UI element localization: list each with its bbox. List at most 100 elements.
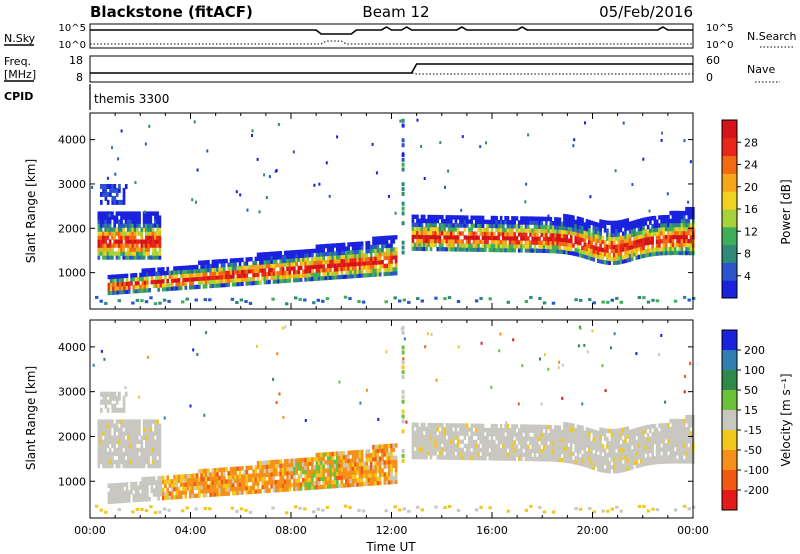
velocity-cell-3473 (578, 445, 582, 450)
power-cell-4580 (687, 298, 691, 302)
velocity-cell-2111 (374, 477, 378, 482)
power-cell-2144 (376, 236, 380, 241)
power-cell-1838 (336, 247, 339, 252)
velocity-cell-1387 (270, 484, 274, 489)
velocity-cell-1217 (238, 474, 242, 479)
power-cell-3202 (542, 216, 546, 222)
velocity-cell-3575 (592, 465, 596, 471)
power-cell-1466 (281, 262, 285, 268)
velocity-cell-4551 (578, 507, 583, 511)
power-cell-2074 (369, 272, 373, 278)
velocity-cell-695 (130, 481, 133, 487)
velocity-cell-85 (104, 431, 107, 436)
power-cell-226 (120, 223, 123, 228)
power-cell-288 (126, 227, 130, 232)
velocity-cell-1499 (286, 463, 289, 468)
velocity-cell-4297 (678, 430, 682, 436)
power-cell-2600 (454, 219, 458, 224)
power-cell-62 (102, 219, 105, 224)
velocity-cell-3837 (624, 467, 627, 472)
velocity-cell-3049 (522, 452, 526, 458)
velocity-cell-2407 (427, 430, 431, 436)
velocity-cell-4621 (424, 345, 427, 349)
power-cell-848 (168, 282, 172, 287)
power-cell-3558 (590, 256, 593, 261)
velocity-cell-1811 (333, 479, 337, 485)
velocity-cell-1703 (317, 464, 321, 470)
velocity-cell-1213 (238, 482, 242, 487)
power-cell-2532 (445, 223, 449, 228)
velocity-cell-2183 (383, 472, 387, 477)
power-cell-3316 (558, 229, 562, 234)
velocity-cell-655 (118, 482, 122, 488)
power-cell-2082 (369, 256, 373, 262)
power-cell-2190 (383, 239, 387, 245)
velocity-cell-4593 (405, 420, 408, 424)
power-cell-3286 (554, 217, 557, 222)
velocity-cell-3681 (603, 428, 607, 433)
power-cell-662 (121, 277, 124, 283)
power-cell-4806 (401, 206, 405, 211)
power-cell-600 (107, 286, 111, 292)
velocity-cell-4033 (646, 449, 650, 454)
power-cell-3648 (599, 219, 602, 224)
power-cell-4758 (111, 195, 115, 201)
velocity-cell-475 (147, 451, 150, 457)
velocity-cell-2621 (459, 455, 462, 461)
power-cell-1340 (261, 252, 265, 257)
power-cell-86 (104, 219, 107, 224)
power-cell-3952 (637, 254, 641, 260)
velocity-cell-2459 (434, 427, 437, 432)
velocity-cell-2023 (360, 461, 364, 467)
power-cell-1296 (254, 264, 258, 270)
velocity-cell-1229 (241, 478, 244, 483)
power-cell-1464 (281, 266, 285, 272)
power-cell-938 (189, 281, 192, 286)
velocity-cell-4651 (402, 357, 405, 361)
power-cell-3380 (567, 246, 571, 251)
power-cell-632 (114, 278, 118, 283)
velocity-cell-537 (154, 455, 157, 461)
velocity-cell-313 (129, 435, 132, 441)
power-cell-3330 (560, 233, 564, 238)
power-cell-612 (109, 278, 113, 284)
power-cell-706 (134, 285, 138, 290)
velocity-cell-1005 (202, 493, 206, 498)
velocity-cell-3341 (563, 454, 566, 459)
power-cell-1968 (354, 257, 357, 263)
velocity-cell-3717 (610, 465, 614, 470)
velocity-cell-2297 (411, 422, 415, 428)
velocity-cell-4803 (401, 429, 405, 434)
velocity-cell-1463 (281, 479, 285, 484)
power-cell-2086 (369, 248, 373, 254)
velocity-cell-963 (193, 485, 197, 491)
velocity-cell-111 (106, 423, 110, 428)
velocity-cell-1157 (227, 471, 231, 476)
velocity-cell-3305 (556, 425, 559, 430)
power-cell-1152 (227, 270, 231, 275)
velocity-cell-3883 (628, 457, 632, 463)
power-cell-2112 (374, 264, 378, 269)
velocity-cell-2965 (508, 436, 512, 441)
velocity-cell-4171 (664, 447, 668, 452)
velocity-cell-2639 (461, 447, 464, 453)
velocity-cell-3399 (569, 455, 573, 460)
power-cell-2688 (468, 219, 471, 224)
velocity-cell-1211 (238, 486, 242, 491)
velocity-cell-4009 (642, 425, 645, 431)
power-cell-1302 (256, 280, 260, 285)
velocity-cell-4557 (601, 509, 605, 513)
power-cell-3586 (592, 229, 596, 234)
velocity-cell-109 (106, 427, 110, 432)
power-cell-1600 (304, 277, 307, 282)
power-cell-400 (138, 231, 141, 236)
power-cell-2044 (365, 265, 369, 270)
power-cell-3008 (515, 236, 519, 241)
velocity-cell-4667 (689, 361, 692, 365)
velocity-cell-477 (147, 447, 150, 453)
power-cell-2584 (452, 227, 455, 232)
power-cell-2992 (513, 240, 517, 245)
velocity-cell-1465 (281, 475, 285, 480)
power-cell-4304 (680, 250, 684, 256)
power-cell-2148 (378, 268, 382, 273)
